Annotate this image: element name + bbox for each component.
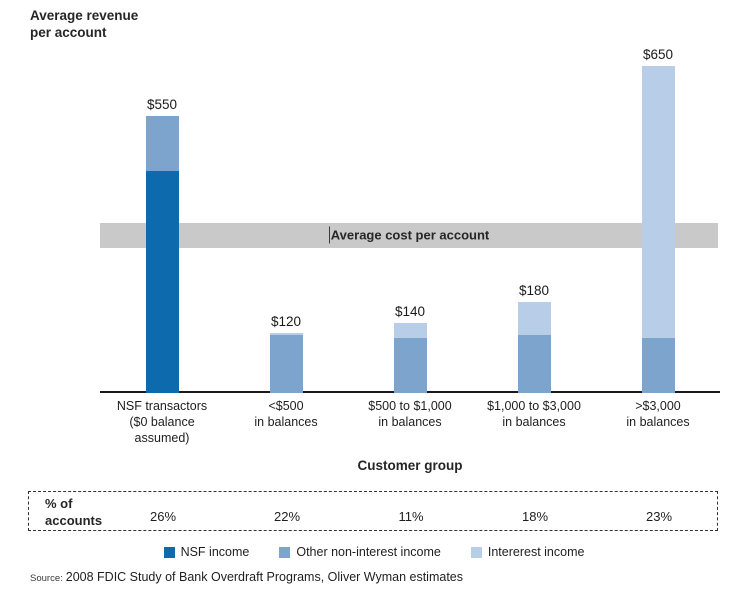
- percent-value: 26%: [149, 509, 177, 524]
- category-label: $500 to $1,000 in balances: [368, 399, 452, 429]
- bar-column: $650: [596, 0, 720, 393]
- bar-column: $120: [224, 0, 348, 393]
- legend-label: Intererest income: [487, 545, 585, 559]
- bar-total-label: $140: [394, 303, 426, 319]
- bar-segment-other-non-interest-income: [145, 115, 179, 172]
- percent-value: 23%: [645, 509, 673, 524]
- legend-item: Other non-interest income: [279, 545, 441, 559]
- chart-title: Average revenue per account: [30, 7, 138, 41]
- average-cost-band-text: Average cost per account: [330, 227, 490, 242]
- bar-columns: $550 $120 $140 $180 $650: [100, 0, 720, 393]
- bar-total-label: $550: [146, 96, 178, 112]
- chart-title-line1: Average revenue: [30, 8, 139, 23]
- source-text: 2008 FDIC Study of Bank Overdraft Progra…: [65, 570, 463, 584]
- bar-segment-other-non-interest-income: [269, 335, 303, 393]
- legend-swatch-icon: [279, 546, 291, 558]
- bar-segment-other-non-interest-income: [641, 337, 675, 393]
- bar-segment-other-non-interest-income: [517, 335, 551, 393]
- x-axis-title: Customer group: [357, 458, 463, 473]
- category-axis-labels: NSF transactors ($0 balance assumed) <$500 i…: [100, 398, 720, 446]
- percent-value: 22%: [273, 509, 301, 524]
- legend-item: NSF income: [163, 545, 250, 559]
- bar-total-label: $650: [642, 46, 674, 62]
- text-cursor-artifact: [328, 226, 330, 244]
- chart-legend: NSF income Other non-interest income Inter…: [20, 545, 728, 559]
- percent-row-header: % of accounts: [45, 495, 102, 529]
- plot-area: Average cost per account $550 $120 $140 $18…: [100, 0, 720, 393]
- legend-item: Intererest income: [470, 545, 585, 559]
- category-label: <$500 in balances: [254, 399, 318, 429]
- category-label: NSF transactors ($0 balance assumed): [116, 399, 208, 445]
- legend-label: Other non-interest income: [296, 545, 441, 559]
- bar-stack: [517, 302, 551, 393]
- bar-total-label: $180: [518, 283, 550, 299]
- source-prefix: Source:: [30, 573, 63, 584]
- percent-row-header-line2: accounts: [45, 513, 103, 528]
- bar-segment-nsf-income: [145, 171, 179, 393]
- bar-stack: [145, 115, 179, 393]
- bar-stack: [269, 332, 303, 393]
- average-cost-band: Average cost per account: [100, 223, 718, 248]
- legend-swatch-icon: [470, 546, 482, 558]
- bar-stack: [641, 65, 675, 393]
- legend-swatch-icon: [163, 546, 175, 558]
- percent-row-header-line1: % of: [45, 496, 73, 511]
- bar-segment-intererest-income: [393, 322, 427, 338]
- percent-row-values: 26% 22% 11% 18% 23%: [101, 509, 721, 524]
- bar-total-label: $120: [270, 313, 302, 329]
- category-label: >$3,000 in balances: [626, 399, 690, 429]
- percent-of-accounts-box: % of accounts 26% 22% 11% 18% 23%: [28, 491, 718, 531]
- bar-column: $140: [348, 0, 472, 393]
- bar-segment-other-non-interest-income: [393, 337, 427, 393]
- percent-value: 11%: [398, 509, 424, 524]
- bar-column: $550: [100, 0, 224, 393]
- average-cost-band-label: Average cost per account: [100, 226, 718, 244]
- bar-segment-intererest-income: [269, 332, 303, 336]
- bar-column: $180: [472, 0, 596, 393]
- legend-label: NSF income: [180, 545, 250, 559]
- source-line: Source: 2008 FDIC Study of Bank Overdraft…: [30, 570, 463, 584]
- category-label: $1,000 to $3,000 in balances: [487, 399, 581, 429]
- bar-stack: [393, 322, 427, 393]
- bar-segment-intererest-income: [517, 302, 551, 336]
- bar-segment-intererest-income: [641, 65, 675, 338]
- percent-value: 18%: [521, 509, 549, 524]
- chart-title-line2: per account: [30, 25, 107, 40]
